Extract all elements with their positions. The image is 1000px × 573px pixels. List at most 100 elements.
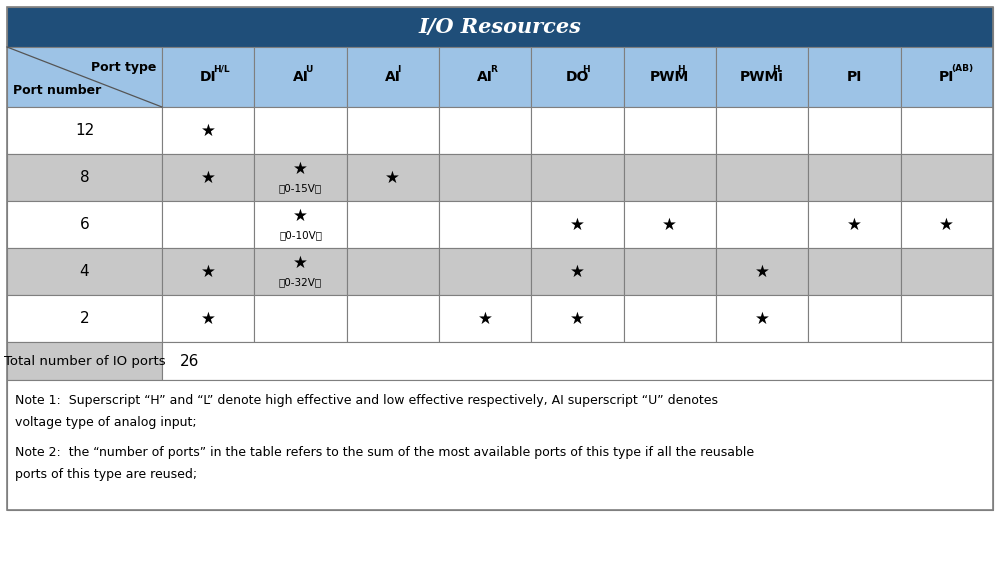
Bar xyxy=(254,107,347,154)
Bar xyxy=(901,107,993,154)
Bar xyxy=(7,7,993,510)
Bar xyxy=(347,47,439,107)
Text: I: I xyxy=(397,65,401,73)
Text: Note 2:  the “number of ports” in the table refers to the sum of the most availa: Note 2: the “number of ports” in the tab… xyxy=(15,446,754,459)
Bar xyxy=(624,154,716,201)
Bar xyxy=(808,248,901,295)
Text: (AB): (AB) xyxy=(951,65,973,73)
Text: ★: ★ xyxy=(293,160,308,178)
Bar xyxy=(531,248,624,295)
Text: ★: ★ xyxy=(662,215,677,234)
Bar xyxy=(624,47,716,107)
Bar xyxy=(808,107,901,154)
Text: 2: 2 xyxy=(80,311,89,326)
Bar xyxy=(254,154,347,201)
Bar xyxy=(624,248,716,295)
Bar xyxy=(808,154,901,201)
Bar xyxy=(901,47,993,107)
Text: H: H xyxy=(677,65,685,73)
Text: U: U xyxy=(305,65,312,73)
Text: ★: ★ xyxy=(201,168,216,186)
Bar xyxy=(439,248,531,295)
Bar xyxy=(716,47,808,107)
Text: （0-15V）: （0-15V） xyxy=(279,183,322,193)
Bar xyxy=(531,154,624,201)
Bar xyxy=(439,154,531,201)
Bar xyxy=(439,295,531,342)
Text: ★: ★ xyxy=(385,168,400,186)
Bar xyxy=(7,107,162,154)
Text: 12: 12 xyxy=(75,123,94,138)
Text: Total number of IO ports: Total number of IO ports xyxy=(4,355,165,367)
Text: ★: ★ xyxy=(939,215,954,234)
Text: 4: 4 xyxy=(80,264,89,279)
Text: H/L: H/L xyxy=(213,65,229,73)
Text: ★: ★ xyxy=(201,121,216,139)
Bar xyxy=(347,154,439,201)
Text: I/O Resources: I/O Resources xyxy=(419,17,581,37)
Bar xyxy=(254,201,347,248)
Bar xyxy=(716,107,808,154)
Text: H: H xyxy=(772,65,780,73)
Bar xyxy=(254,47,347,107)
Text: ★: ★ xyxy=(478,309,493,328)
Bar xyxy=(7,342,162,380)
Bar xyxy=(254,248,347,295)
Text: Note 1:  Superscript “H” and “L” denote high effective and low effective respect: Note 1: Superscript “H” and “L” denote h… xyxy=(15,394,718,407)
Text: DI: DI xyxy=(200,70,216,84)
Bar xyxy=(7,154,162,201)
Bar xyxy=(7,380,993,510)
Bar xyxy=(531,201,624,248)
Bar xyxy=(347,295,439,342)
Bar xyxy=(901,154,993,201)
Text: ★: ★ xyxy=(570,262,585,281)
Bar xyxy=(162,154,254,201)
Bar xyxy=(808,295,901,342)
Bar xyxy=(162,47,254,107)
Text: Port number: Port number xyxy=(13,84,101,97)
Text: ★: ★ xyxy=(201,262,216,281)
Text: ports of this type are reused;: ports of this type are reused; xyxy=(15,468,197,481)
Bar xyxy=(162,248,254,295)
Bar xyxy=(162,295,254,342)
Bar xyxy=(808,47,901,107)
Bar xyxy=(7,201,162,248)
Bar xyxy=(716,248,808,295)
Bar xyxy=(716,201,808,248)
Text: R: R xyxy=(490,65,497,73)
Bar xyxy=(716,154,808,201)
Text: 8: 8 xyxy=(80,170,89,185)
Bar xyxy=(162,342,993,380)
Bar xyxy=(624,295,716,342)
Text: AI: AI xyxy=(293,70,308,84)
Bar xyxy=(624,201,716,248)
Bar xyxy=(901,201,993,248)
Text: ★: ★ xyxy=(755,262,770,281)
Text: PI: PI xyxy=(847,70,862,84)
Bar xyxy=(531,107,624,154)
Bar xyxy=(7,7,993,47)
Text: PWM: PWM xyxy=(650,70,689,84)
Bar xyxy=(162,201,254,248)
Text: ★: ★ xyxy=(847,215,862,234)
Text: ★: ★ xyxy=(755,309,770,328)
Text: AI: AI xyxy=(385,70,401,84)
Bar xyxy=(254,295,347,342)
Text: PI: PI xyxy=(939,70,955,84)
Text: ★: ★ xyxy=(293,254,308,272)
Bar xyxy=(347,201,439,248)
Bar xyxy=(716,295,808,342)
Text: ★: ★ xyxy=(293,207,308,225)
Bar xyxy=(7,248,162,295)
Text: AI: AI xyxy=(477,70,493,84)
Bar xyxy=(901,295,993,342)
Text: Port type: Port type xyxy=(91,61,156,74)
Bar xyxy=(901,248,993,295)
Text: （0-32V）: （0-32V） xyxy=(279,277,322,287)
Text: ★: ★ xyxy=(201,309,216,328)
Text: ★: ★ xyxy=(570,309,585,328)
Bar xyxy=(347,248,439,295)
Bar xyxy=(439,107,531,154)
Text: voltage type of analog input;: voltage type of analog input; xyxy=(15,416,197,429)
Text: ★: ★ xyxy=(570,215,585,234)
